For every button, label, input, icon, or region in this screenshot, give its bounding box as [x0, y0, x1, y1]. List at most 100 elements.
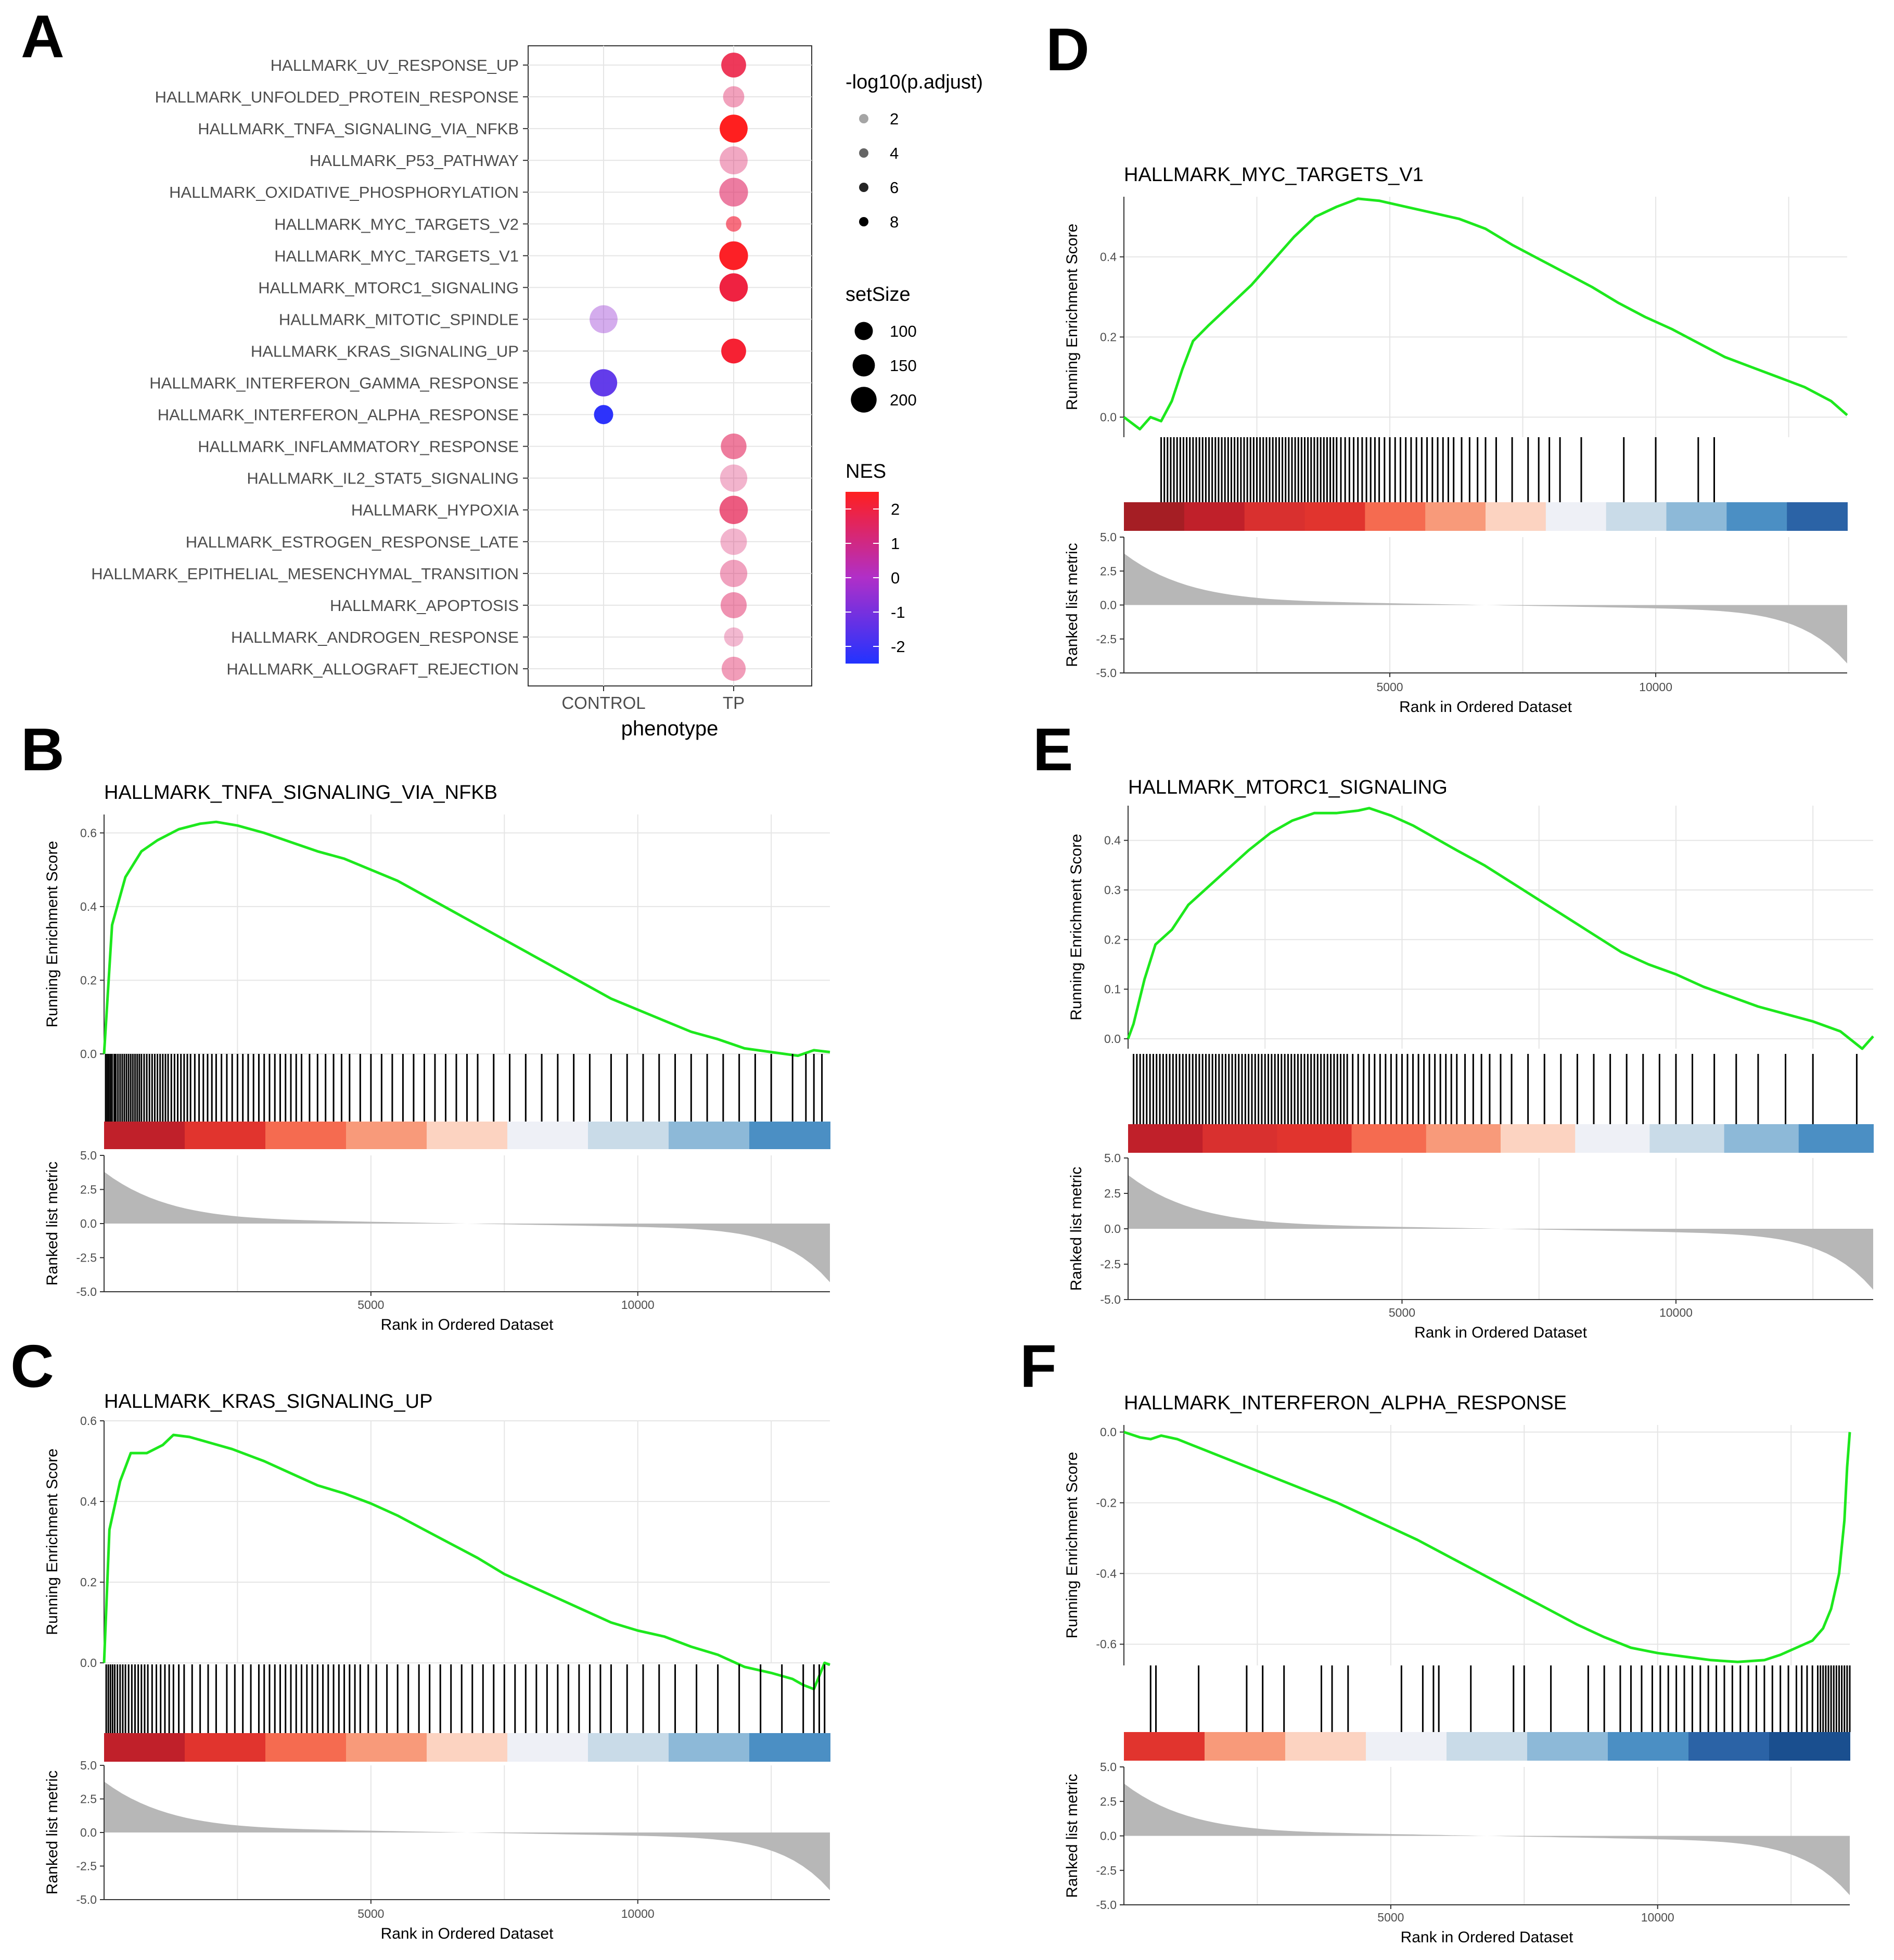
gsea-colorbar-segment: [1447, 1732, 1528, 1761]
dotplot-point: [719, 495, 748, 524]
gsea-metric-tick-label: -2.5: [1100, 1257, 1121, 1271]
gsea-es-tick-label: 0.2: [80, 973, 97, 987]
gsea-colorbar-segment: [507, 1733, 588, 1762]
gsea-colorbar-segment: [265, 1122, 347, 1149]
legend-colorbar-label: 1: [891, 534, 900, 553]
gsea-colorbar-segment: [1787, 502, 1848, 531]
dotplot-point: [594, 405, 613, 425]
legend-alpha-dot: [859, 217, 868, 226]
dotplot-ytick-label: HALLMARK_ESTROGEN_RESPONSE_LATE: [186, 533, 519, 551]
gsea-colorbar-segment: [1608, 1732, 1689, 1761]
dotplot-ytick-label: HALLMARK_INTERFERON_ALPHA_RESPONSE: [158, 406, 519, 424]
gsea-metric-area: [1124, 1783, 1850, 1895]
gsea-metric-tick-label: -5.0: [76, 1893, 97, 1906]
panel-letter-b: B: [21, 716, 65, 783]
panel-letter-f: F: [1020, 1332, 1057, 1400]
gsea-colorbar-segment: [1124, 1732, 1205, 1761]
panel-letter-c: C: [10, 1332, 54, 1400]
gsea-colorbar-segment: [1184, 502, 1245, 531]
gsea-rank-tick-label: 5000: [1377, 1911, 1404, 1924]
gsea-es-tick-label: 0.1: [1104, 983, 1121, 996]
gsea-colorbar-segment: [1124, 502, 1185, 531]
gsea-rank-tick-label: 5000: [1376, 680, 1403, 694]
gsea-metric-tick-label: -5.0: [1096, 1898, 1117, 1912]
dotplot-ytick-label: HALLMARK_P53_PATHWAY: [310, 151, 519, 170]
gsea-rank-axis-title: Rank in Ordered Dataset: [381, 1925, 554, 1942]
gsea-colorbar-segment: [1202, 1124, 1278, 1153]
gsea-colorbar-segment: [1285, 1732, 1366, 1761]
gsea-metric-axis-title: Ranked list metric: [44, 1162, 61, 1286]
gsea-metric-area: [1128, 1175, 1873, 1290]
dotplot-ytick-label: HALLMARK_MTORC1_SIGNALING: [258, 278, 519, 297]
gsea-colorbar-segment: [1649, 1124, 1725, 1153]
gsea-colorbar-segment: [507, 1122, 588, 1149]
panel-letter-a: A: [21, 3, 65, 70]
dotplot-x-axis-title: phenotype: [621, 717, 719, 740]
gsea-colorbar-segment: [1426, 1124, 1501, 1153]
dotplot-ytick-label: HALLMARK_MYC_TARGETS_V1: [274, 247, 519, 265]
gsea-colorbar-segment: [588, 1733, 669, 1762]
panel-letter-e: E: [1033, 716, 1073, 783]
gsea-colorbar-segment: [1666, 502, 1727, 531]
gsea-colorbar-segment: [1128, 1124, 1204, 1153]
dotplot-point: [724, 627, 744, 647]
gsea-metric-tick-label: -2.5: [1096, 1864, 1117, 1877]
gsea-colorbar-segment: [1545, 502, 1607, 531]
legend-alpha-dot: [859, 148, 868, 158]
gsea-es-curve: [1127, 807, 1874, 1050]
gsea-colorbar-segment: [669, 1733, 750, 1762]
dotplot-ytick-label: HALLMARK_IL2_STAT5_SIGNALING: [247, 469, 519, 488]
legend-size-title: setSize: [846, 284, 911, 306]
gsea-rank-axis-title: Rank in Ordered Dataset: [381, 1316, 554, 1333]
gsea-colorbar-segment: [346, 1733, 427, 1762]
dotplot-point: [590, 305, 618, 334]
gsea-metric-axis-title: Ranked list metric: [1068, 1167, 1085, 1291]
dotplot-ytick-label: HALLMARK_APOPTOSIS: [330, 596, 519, 615]
legend-size-label: 150: [890, 357, 917, 375]
gsea-rank-tick-label: 10000: [1659, 1306, 1693, 1319]
gsea-es-tick-label: 0.4: [80, 900, 97, 913]
gsea-es-tick-label: 0.2: [80, 1575, 97, 1589]
gsea-es-curve: [1123, 197, 1848, 431]
dotplot-ytick-label: HALLMARK_MITOTIC_SPINDLE: [279, 310, 519, 328]
gsea-rank-tick-label: 5000: [1389, 1306, 1415, 1319]
gsea-metric-tick-label: -2.5: [1096, 632, 1117, 646]
gsea-panel-tnfa: HALLMARK_TNFA_SIGNALING_VIA_NFKB 0.0 0.2 0.…: [44, 782, 830, 1333]
gsea-es-tick-label: -0.6: [1096, 1637, 1117, 1651]
legend-alpha-label: 6: [890, 179, 899, 197]
gsea-rank-tick-label: 10000: [621, 1298, 655, 1312]
dotplot-ytick-label: HALLMARK_ANDROGEN_RESPONSE: [231, 628, 519, 646]
legend-alpha-label: 4: [890, 144, 899, 162]
gsea-metric-tick-label: -5.0: [76, 1285, 97, 1299]
gsea-title: HALLMARK_MTORC1_SIGNALING: [1128, 777, 1448, 798]
gsea-metric-area: [104, 1172, 830, 1282]
gsea-title: HALLMARK_INTERFERON_ALPHA_RESPONSE: [1124, 1392, 1567, 1414]
dotplot-point: [721, 338, 746, 364]
gsea-colorbar-segment: [749, 1733, 830, 1762]
legend-size-label: 100: [890, 322, 917, 340]
dotplot-point: [720, 528, 747, 555]
gsea-colorbar-segment: [427, 1122, 508, 1149]
gsea-colorbar-segment: [1726, 502, 1788, 531]
dotplot-point: [719, 177, 748, 207]
gsea-metric-tick-label: 5.0: [1100, 1760, 1117, 1774]
gsea-rank-axis-title: Rank in Ordered Dataset: [1399, 698, 1572, 716]
gsea-es-tick-label: 0.0: [1100, 411, 1117, 424]
dotplot-xtick-label: CONTROL: [561, 693, 645, 712]
gsea-es-curve: [1123, 1431, 1851, 1663]
legend-alpha-label: 8: [890, 213, 899, 231]
dotplot-ytick-label: HALLMARK_UV_RESPONSE_UP: [271, 56, 519, 74]
gsea-colorbar-segment: [1366, 1732, 1447, 1761]
gsea-es-tick-label: 0.2: [1104, 933, 1121, 946]
dotplot-frame: [528, 45, 812, 686]
gsea-rank-tick-label: 5000: [357, 1298, 384, 1312]
gsea-es-tick-label: 0.0: [80, 1047, 97, 1061]
dotplot-ytick-label: HALLMARK_EPITHELIAL_MESENCHYMAL_TRANSITI…: [91, 565, 519, 583]
gsea-colorbar-segment: [346, 1122, 427, 1149]
gsea-es-axis-title: Running Enrichment Score: [1068, 834, 1085, 1021]
dotplot-point: [720, 114, 748, 143]
gsea-colorbar-segment: [104, 1122, 185, 1149]
legend-size-dot: [851, 387, 877, 413]
gsea-metric-axis-title: Ranked list metric: [44, 1771, 61, 1894]
